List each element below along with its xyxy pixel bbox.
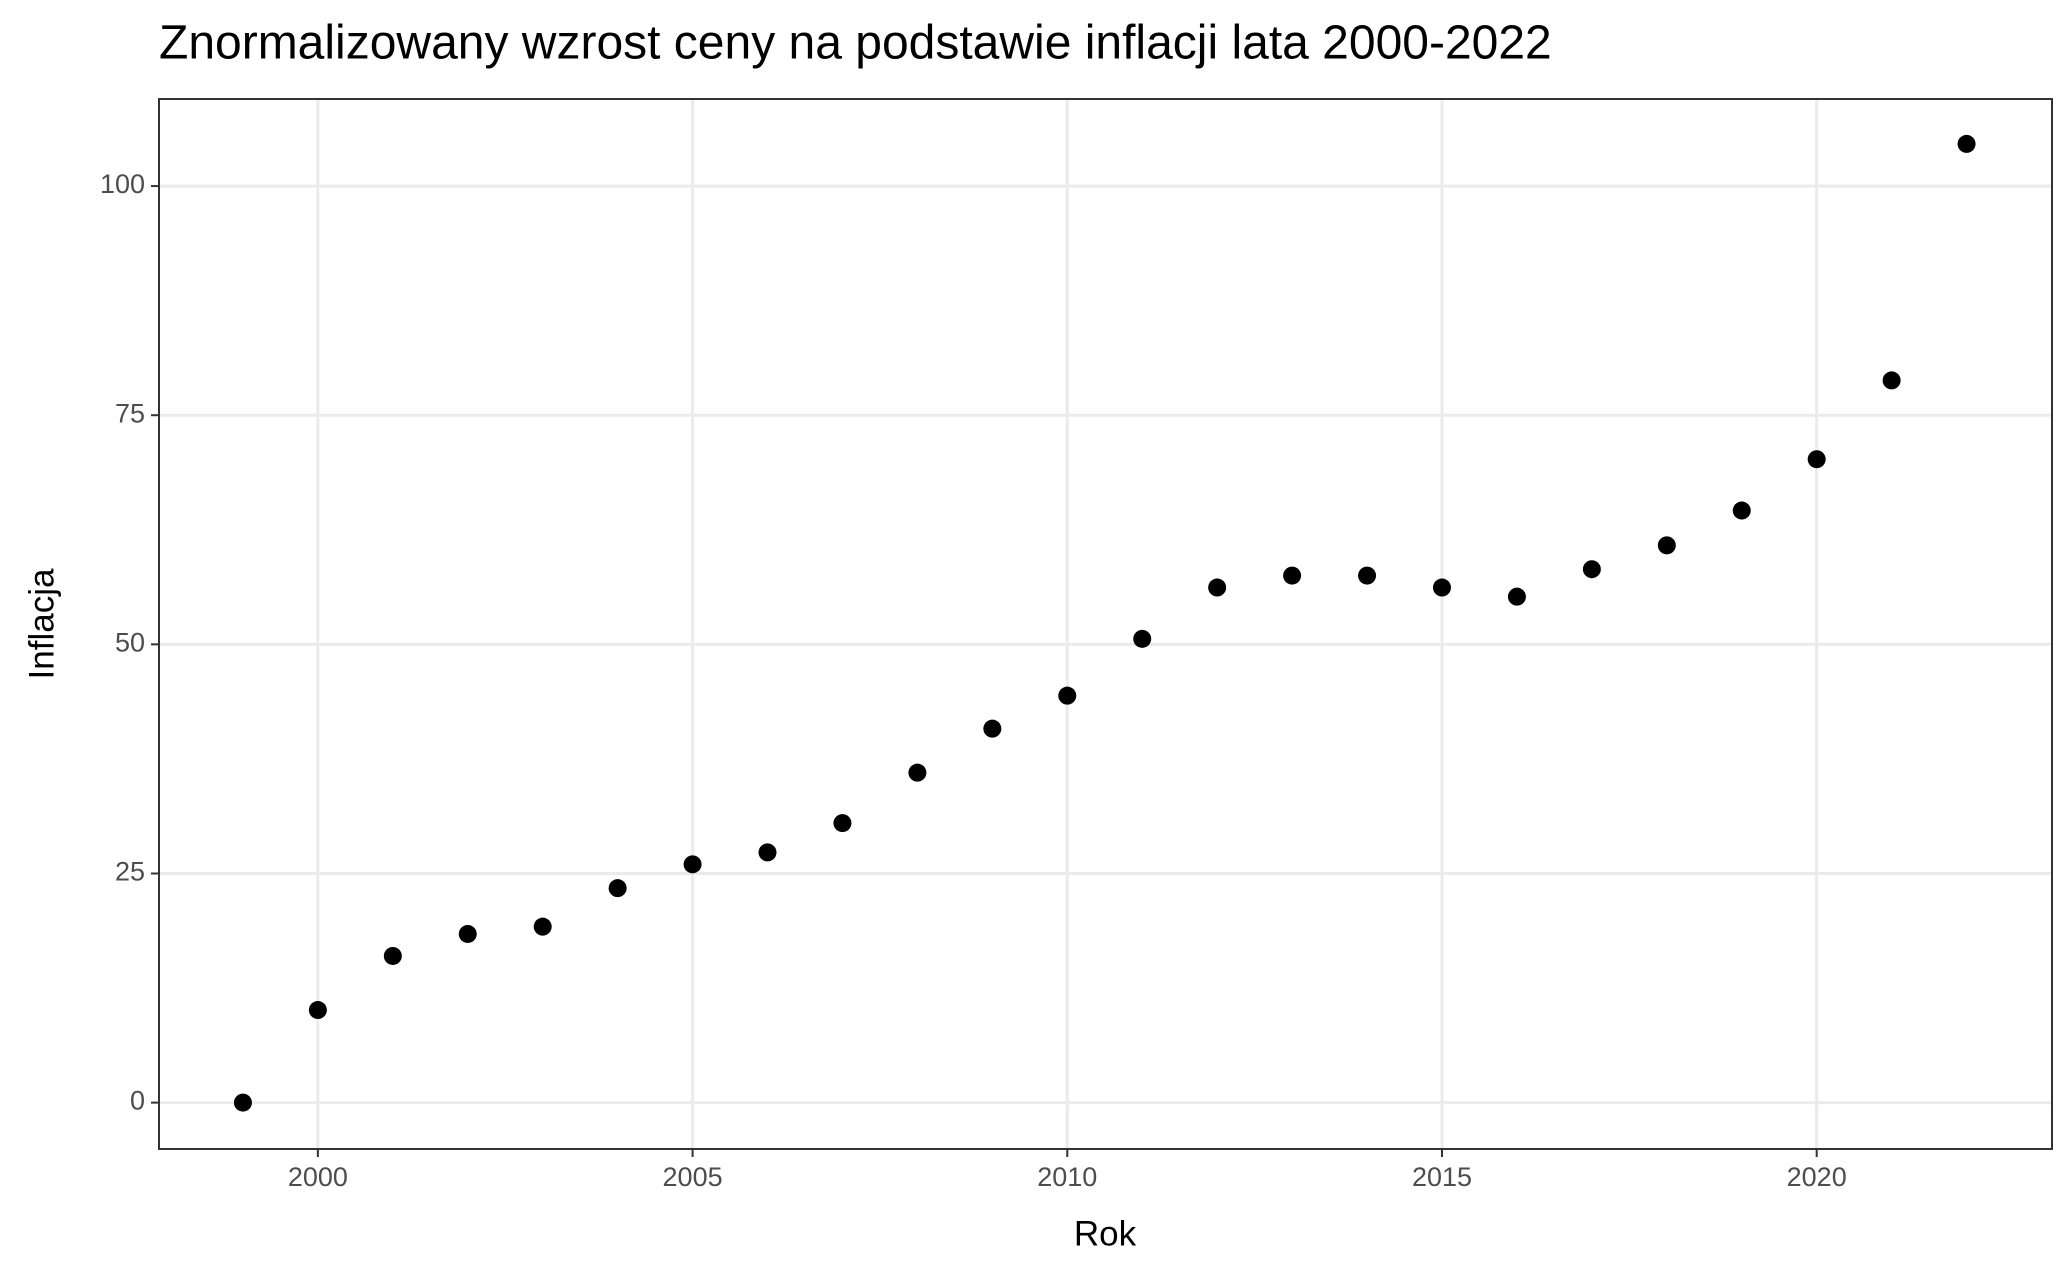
point xyxy=(1582,560,1601,579)
point xyxy=(1732,501,1751,520)
point xyxy=(683,855,702,874)
point xyxy=(1657,536,1676,555)
y-axis-title: Inflacja xyxy=(22,568,61,679)
y-tick-label: 75 xyxy=(115,398,145,428)
point xyxy=(983,719,1002,738)
y-tick-label: 100 xyxy=(100,169,145,199)
x-axis-title: Rok xyxy=(1074,1214,1137,1253)
point xyxy=(758,843,777,862)
point xyxy=(608,879,627,898)
point xyxy=(1208,578,1227,597)
chart-title: Znormalizowany wzrost ceny na podstawie … xyxy=(159,17,1552,70)
point xyxy=(308,1001,327,1020)
y-tick-label: 50 xyxy=(115,627,145,657)
point xyxy=(1507,587,1526,606)
point xyxy=(233,1093,252,1112)
x-tick-label: 2015 xyxy=(1412,1162,1472,1192)
point xyxy=(1133,629,1152,648)
plot-border xyxy=(158,98,2053,1150)
point xyxy=(383,946,402,965)
point xyxy=(908,763,927,782)
point xyxy=(1358,566,1377,585)
y-tick-label: 0 xyxy=(130,1086,145,1116)
x-tick-label: 2000 xyxy=(288,1162,348,1192)
point xyxy=(1058,686,1077,705)
point xyxy=(458,924,477,943)
x-tick-label: 2010 xyxy=(1037,1162,1097,1192)
x-tick-label: 2020 xyxy=(1787,1162,1847,1192)
x-tick-label: 2005 xyxy=(663,1162,723,1192)
point xyxy=(1283,566,1302,585)
point xyxy=(1957,134,1976,153)
y-tick-label: 25 xyxy=(115,857,145,887)
point xyxy=(1882,371,1901,390)
point xyxy=(1807,450,1826,469)
point xyxy=(1432,578,1451,597)
point xyxy=(833,814,852,833)
point xyxy=(533,917,552,936)
